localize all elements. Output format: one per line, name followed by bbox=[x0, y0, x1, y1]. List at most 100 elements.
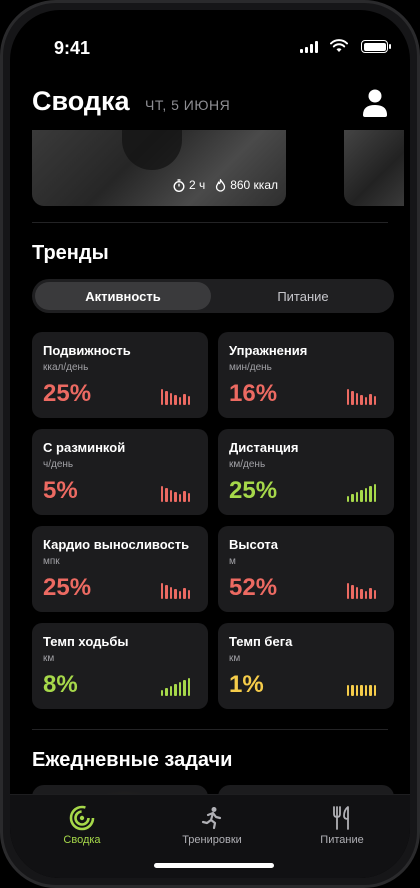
trend-sparkbar bbox=[369, 486, 372, 502]
battery-icon bbox=[361, 40, 391, 53]
tab-workouts-label: Тренировки bbox=[182, 834, 242, 846]
tab-summary-label: Сводка bbox=[63, 834, 101, 846]
trend-card-unit: мин/день bbox=[229, 362, 272, 373]
trend-card-value: 25% bbox=[43, 380, 92, 407]
trend-sparkbar bbox=[360, 589, 363, 599]
duration-stat: 2 ч bbox=[173, 178, 205, 192]
trend-card-name: Кардио выносливость bbox=[43, 537, 190, 552]
trend-sparkbar bbox=[373, 484, 376, 502]
profile-icon[interactable] bbox=[362, 88, 388, 118]
trend-sparkbar bbox=[373, 590, 376, 599]
status-time: 9:41 bbox=[54, 38, 91, 58]
trend-card-unit: м bbox=[229, 556, 236, 567]
trend-sparkbars-icon bbox=[160, 579, 190, 599]
trend-card[interactable]: Кардио выносливость мпк 25% bbox=[32, 526, 208, 612]
trend-sparkbar bbox=[178, 397, 181, 405]
trend-card-unit: ч/день bbox=[43, 459, 74, 470]
trend-sparkbar bbox=[369, 588, 372, 599]
trend-sparkbars-icon bbox=[160, 482, 190, 502]
trend-card-name: С разминкой bbox=[43, 440, 126, 455]
running-figure-icon bbox=[201, 807, 222, 830]
trend-sparkbar bbox=[360, 685, 363, 696]
trend-sparkbar bbox=[346, 583, 349, 599]
duration-value: 2 ч bbox=[188, 178, 206, 192]
trend-sparkbar bbox=[346, 496, 349, 502]
flame-icon bbox=[216, 178, 226, 192]
tab-nutrition-nav-label: Питание bbox=[320, 834, 364, 846]
trend-sparkbar bbox=[373, 685, 376, 696]
trend-sparkbar bbox=[351, 494, 354, 502]
trend-card-value: 16% bbox=[229, 380, 278, 407]
trend-card[interactable]: С разминкой ч/день 5% bbox=[32, 429, 208, 515]
trend-card-value: 5% bbox=[43, 477, 78, 504]
trend-card-name: Темп бега bbox=[229, 634, 293, 649]
trend-card[interactable]: Упражнения мин/день 16% bbox=[218, 332, 394, 418]
home-indicator[interactable] bbox=[154, 863, 274, 868]
hero-image-shadow bbox=[122, 130, 182, 170]
trend-sparkbars-icon bbox=[346, 676, 376, 696]
workout-hero-card-next[interactable] bbox=[344, 130, 404, 206]
trend-sparkbars-icon bbox=[346, 482, 376, 502]
trend-sparkbar bbox=[351, 391, 354, 405]
trend-sparkbar bbox=[373, 396, 376, 405]
page-date: ЧТ, 5 ИЮНЯ bbox=[145, 97, 231, 113]
trend-sparkbar bbox=[174, 492, 177, 502]
trend-card-value: 25% bbox=[229, 477, 278, 504]
trend-sparkbar bbox=[187, 493, 190, 502]
header: Сводка ЧТ, 5 ИЮНЯ bbox=[32, 82, 388, 122]
trend-sparkbar bbox=[364, 397, 367, 405]
trend-sparkbar bbox=[174, 684, 177, 696]
trend-sparkbar bbox=[178, 591, 181, 599]
trend-sparkbar bbox=[165, 585, 168, 599]
trend-card-unit: км bbox=[43, 653, 55, 664]
trend-sparkbar bbox=[364, 685, 367, 696]
tab-nutrition[interactable]: Питание bbox=[277, 288, 329, 304]
trend-card-value: 1% bbox=[229, 671, 264, 698]
fork-knife-icon bbox=[333, 806, 349, 830]
divider bbox=[32, 729, 388, 730]
calories-stat: 860 ккал bbox=[215, 178, 278, 192]
tab-nutrition-nav[interactable]: Питание bbox=[292, 805, 392, 846]
trend-sparkbar bbox=[355, 492, 358, 502]
trend-card-unit: км/день bbox=[229, 459, 266, 470]
status-bar: 9:41 bbox=[10, 10, 410, 70]
tab-summary[interactable]: Сводка bbox=[32, 805, 132, 846]
trend-sparkbar bbox=[351, 685, 354, 696]
cellular-signal-icon bbox=[300, 41, 318, 53]
trend-sparkbar bbox=[169, 490, 172, 502]
tab-workouts[interactable]: Тренировки bbox=[162, 805, 262, 846]
trend-sparkbar bbox=[165, 488, 168, 502]
trend-card-unit: км bbox=[229, 653, 241, 664]
trend-sparkbar bbox=[183, 394, 186, 405]
screen: 9:41 Сводка ЧТ, 5 ИЮНЯ bbox=[10, 10, 410, 878]
daily-tasks-title: Ежедневные задачи bbox=[32, 749, 233, 771]
trend-sparkbar bbox=[364, 488, 367, 502]
trend-sparkbar bbox=[369, 394, 372, 405]
tab-activity[interactable]: Активность bbox=[35, 282, 211, 310]
trend-sparkbar bbox=[160, 690, 163, 696]
trend-card[interactable]: Темп ходьбы км 8% bbox=[32, 623, 208, 709]
trends-segmented-control: Активность Питание bbox=[32, 279, 394, 313]
trend-sparkbar bbox=[174, 589, 177, 599]
hero-stats: 2 ч 860 ккал bbox=[173, 178, 278, 192]
trend-sparkbar bbox=[364, 591, 367, 599]
trend-card[interactable]: Дистанция км/день 25% bbox=[218, 429, 394, 515]
trend-sparkbar bbox=[346, 685, 349, 696]
trend-card[interactable]: Темп бега км 1% bbox=[218, 623, 394, 709]
trend-sparkbar bbox=[369, 685, 372, 696]
trend-sparkbar bbox=[165, 688, 168, 696]
trend-sparkbar bbox=[360, 395, 363, 405]
trend-card[interactable]: Подвижность ккал/день 25% bbox=[32, 332, 208, 418]
trend-sparkbar bbox=[169, 393, 172, 405]
trend-card-unit: ккал/день bbox=[43, 362, 89, 373]
dynamic-island bbox=[156, 28, 276, 62]
trend-sparkbar bbox=[355, 393, 358, 405]
workout-hero-card[interactable]: 2 ч 860 ккал bbox=[32, 130, 286, 206]
trend-card[interactable]: Высота м 52% bbox=[218, 526, 394, 612]
trend-sparkbar bbox=[169, 686, 172, 696]
trend-sparkbars-icon bbox=[160, 385, 190, 405]
wifi-icon bbox=[330, 39, 348, 52]
trend-sparkbar bbox=[360, 490, 363, 502]
trend-card-unit: мпк bbox=[43, 556, 60, 567]
trend-sparkbar bbox=[178, 494, 181, 502]
